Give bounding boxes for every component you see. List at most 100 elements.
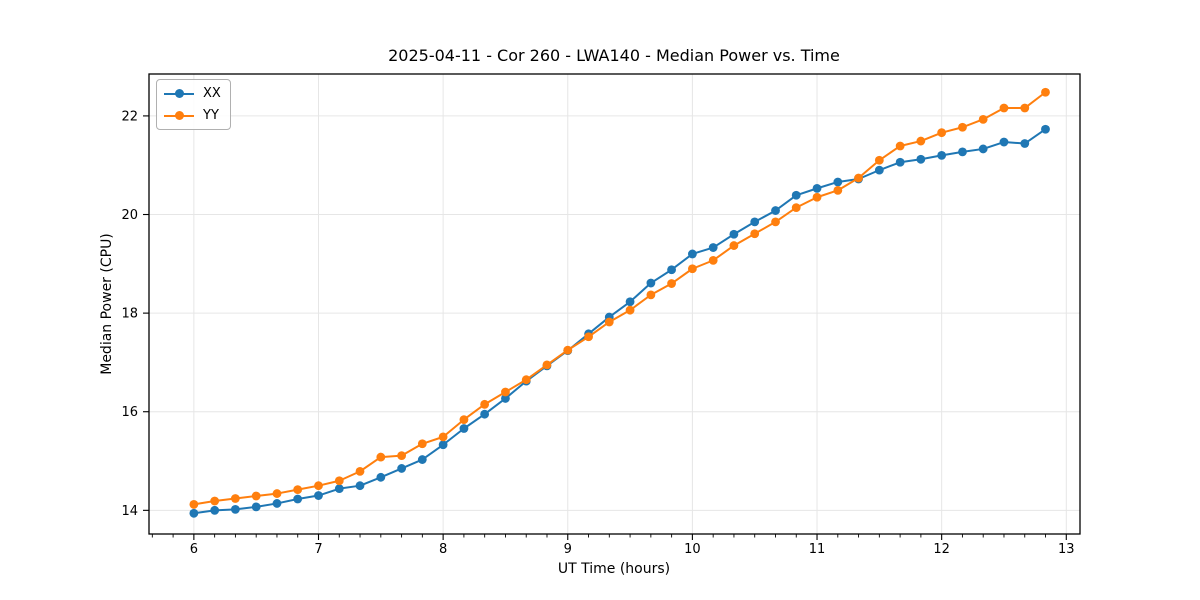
data-point-yy bbox=[1020, 103, 1030, 113]
series-xx bbox=[189, 124, 1050, 518]
data-point-yy bbox=[251, 491, 261, 501]
svg-text:7: 7 bbox=[314, 542, 322, 557]
data-point-yy bbox=[667, 279, 676, 288]
series-yy bbox=[189, 87, 1050, 509]
data-point-xx bbox=[480, 409, 490, 419]
data-point-yy bbox=[272, 489, 282, 498]
data-point-xx bbox=[625, 297, 635, 307]
chart-title: 2025-04-11 - Cor 260 - LWA140 - Median P… bbox=[388, 46, 840, 65]
data-point-xx bbox=[833, 177, 843, 187]
data-point-yy bbox=[958, 122, 967, 132]
plot-border bbox=[148, 73, 1081, 535]
data-point-yy bbox=[750, 229, 760, 239]
data-point-xx bbox=[978, 144, 988, 154]
yy-line-marker-icon bbox=[164, 110, 194, 121]
data-point-xx bbox=[791, 190, 801, 200]
data-point-yy bbox=[916, 136, 926, 146]
data-point-xx bbox=[438, 440, 448, 450]
data-point-yy bbox=[895, 141, 905, 151]
svg-text:12: 12 bbox=[933, 542, 950, 557]
data-point-yy bbox=[189, 500, 199, 509]
data-point-yy bbox=[355, 466, 365, 476]
xx-line-marker-icon bbox=[164, 88, 194, 99]
data-point-yy bbox=[417, 439, 427, 449]
data-point-yy bbox=[501, 387, 510, 397]
data-point-yy bbox=[459, 415, 469, 425]
data-point-yy bbox=[604, 317, 614, 327]
data-point-yy bbox=[937, 128, 947, 138]
axis-tick-marks bbox=[143, 115, 1067, 540]
svg-text:18: 18 bbox=[121, 307, 138, 322]
data-point-xx bbox=[646, 278, 656, 288]
data-point-xx bbox=[874, 165, 884, 175]
data-point-yy bbox=[210, 496, 220, 506]
svg-text:10: 10 bbox=[684, 542, 701, 557]
svg-text:20: 20 bbox=[121, 208, 138, 223]
svg-text:14: 14 bbox=[121, 504, 138, 519]
y-axis-label: Median Power (CPU) bbox=[99, 233, 115, 375]
data-point-xx bbox=[771, 206, 780, 215]
data-point-yy bbox=[376, 452, 386, 462]
data-point-xx bbox=[272, 499, 282, 508]
data-point-yy bbox=[854, 173, 863, 183]
data-point-yy bbox=[230, 494, 240, 503]
grid-layer bbox=[149, 74, 1080, 534]
data-point-xx bbox=[334, 484, 344, 494]
data-point-xx bbox=[916, 154, 926, 164]
data-point-xx bbox=[895, 157, 905, 167]
data-point-yy bbox=[978, 114, 988, 124]
svg-text:11: 11 bbox=[809, 542, 826, 557]
data-point-xx bbox=[376, 472, 386, 482]
data-point-yy bbox=[438, 432, 448, 442]
svg-text:8: 8 bbox=[439, 542, 447, 557]
data-point-xx bbox=[397, 464, 407, 473]
data-point-xx bbox=[230, 504, 240, 514]
data-point-xx bbox=[1020, 139, 1030, 148]
data-point-yy bbox=[708, 255, 718, 265]
legend-item-yy: YY bbox=[164, 108, 221, 123]
svg-text:16: 16 bbox=[121, 405, 138, 420]
data-point-yy bbox=[480, 399, 490, 409]
data-point-xx bbox=[958, 147, 967, 157]
legend-label-xx: XX bbox=[203, 86, 221, 101]
svg-text:22: 22 bbox=[121, 109, 138, 124]
data-point-yy bbox=[314, 481, 323, 491]
svg-text:9: 9 bbox=[564, 542, 572, 557]
data-point-xx bbox=[355, 481, 365, 491]
data-point-xx bbox=[293, 494, 303, 504]
series-layer bbox=[189, 87, 1050, 518]
data-point-xx bbox=[501, 394, 510, 403]
data-point-xx bbox=[251, 502, 261, 512]
data-point-yy bbox=[812, 192, 822, 202]
data-point-yy bbox=[687, 264, 697, 274]
data-point-xx bbox=[210, 505, 220, 515]
svg-text:13: 13 bbox=[1058, 542, 1075, 557]
x-axis-label: UT Time (hours) bbox=[558, 561, 670, 577]
legend-item-xx: XX bbox=[164, 86, 221, 101]
data-point-yy bbox=[521, 375, 531, 385]
data-point-yy bbox=[1041, 87, 1050, 97]
svg-text:6: 6 bbox=[190, 542, 198, 557]
data-point-yy bbox=[584, 332, 593, 342]
data-point-yy bbox=[833, 185, 843, 195]
data-point-yy bbox=[646, 290, 656, 300]
data-point-xx bbox=[314, 491, 323, 500]
data-point-xx bbox=[417, 455, 427, 464]
data-point-yy bbox=[874, 155, 884, 165]
data-point-xx bbox=[687, 249, 697, 259]
data-point-xx bbox=[937, 150, 947, 160]
axis-tick-labels: 6 7 8 9 10 11 12 13 14 16 18 20 22 bbox=[121, 109, 1074, 557]
data-point-yy bbox=[625, 305, 635, 315]
data-point-xx bbox=[708, 243, 718, 252]
data-point-yy bbox=[999, 103, 1009, 113]
data-point-xx bbox=[729, 229, 739, 239]
data-point-yy bbox=[563, 345, 573, 355]
data-point-xx bbox=[750, 217, 760, 227]
data-point-yy bbox=[791, 203, 801, 213]
data-point-xx bbox=[667, 265, 676, 275]
data-point-xx bbox=[459, 424, 469, 433]
data-point-xx bbox=[189, 508, 199, 518]
data-point-xx bbox=[1041, 124, 1050, 134]
data-point-xx bbox=[999, 137, 1009, 147]
